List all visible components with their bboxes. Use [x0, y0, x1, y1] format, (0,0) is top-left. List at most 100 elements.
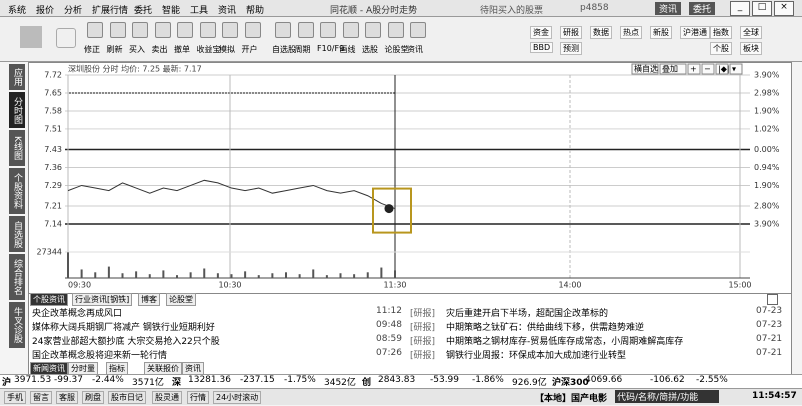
- side-tab[interactable]: K线图: [9, 130, 25, 166]
- chart-button-label[interactable]: 叠加: [662, 64, 678, 74]
- footer-link[interactable]: 客服: [56, 391, 78, 404]
- menu-bar: [0, 0, 802, 17]
- window-control[interactable]: □: [752, 1, 772, 16]
- menu-item[interactable]: 工具: [190, 6, 209, 16]
- tool-group-label[interactable]: 板块: [740, 42, 762, 55]
- index-field: 沪: [2, 378, 12, 388]
- tool-label[interactable]: 自选股: [272, 45, 296, 54]
- footer-link[interactable]: 留言: [30, 391, 52, 404]
- tool-label[interactable]: 资讯: [407, 45, 423, 54]
- chart-button-label[interactable]: |◆|: [718, 65, 730, 74]
- menu-button[interactable]: 资讯: [655, 2, 682, 15]
- side-tab[interactable]: 牛叉诊股: [9, 302, 25, 348]
- tool-label[interactable]: 修正: [84, 45, 100, 54]
- tool-group-label[interactable]: 资金: [530, 26, 552, 39]
- tool-group-label[interactable]: 个股: [710, 42, 732, 55]
- window-control[interactable]: ×: [774, 1, 794, 16]
- chart-button[interactable]: [687, 63, 701, 75]
- news-headline[interactable]: 国企改革概念股将迎来新一轮行情: [32, 351, 168, 360]
- tool-icon[interactable]: [410, 22, 426, 38]
- chart-button[interactable]: [715, 63, 729, 75]
- side-tab[interactable]: 自选股: [9, 216, 25, 252]
- tool-icon[interactable]: [177, 22, 193, 38]
- tool-label[interactable]: 开户: [241, 45, 258, 54]
- menu-item[interactable]: 帮助: [246, 6, 265, 16]
- chart-button[interactable]: [659, 63, 687, 75]
- menu-item[interactable]: 智能: [162, 6, 181, 16]
- news-tab[interactable]: 个股资讯: [30, 293, 68, 306]
- tool-label[interactable]: 卖出: [151, 45, 168, 54]
- tool-icon[interactable]: [132, 22, 148, 38]
- tool-icon[interactable]: [365, 22, 381, 38]
- side-tab[interactable]: 应用: [9, 64, 25, 90]
- footer-link[interactable]: 手机: [4, 391, 26, 404]
- side-tab[interactable]: 综合排名: [9, 254, 25, 300]
- dot-row: [138, 91, 140, 94]
- footer-link[interactable]: 行情: [187, 391, 209, 404]
- tool-label[interactable]: 买入: [129, 45, 145, 54]
- dot-row: [201, 91, 203, 94]
- tool-group-label[interactable]: 预测: [560, 42, 582, 55]
- chart-button-label[interactable]: −: [704, 65, 711, 74]
- side-tab[interactable]: 个股资料: [9, 168, 25, 214]
- search-box[interactable]: 代码/名称/简拼/功能: [615, 390, 719, 403]
- tool-icon[interactable]: [199, 22, 216, 38]
- tool-label[interactable]: 选股: [362, 45, 378, 54]
- tool-icon[interactable]: [387, 22, 404, 38]
- tool-icon[interactable]: [154, 22, 171, 38]
- tool-group-label[interactable]: 沪港通: [680, 26, 710, 39]
- chart-button[interactable]: [729, 63, 743, 75]
- tool-icon[interactable]: [342, 22, 359, 38]
- news-headline[interactable]: 央企改革概念再成风口: [32, 309, 123, 318]
- tool-icon[interactable]: [320, 22, 336, 38]
- window-control[interactable]: _: [730, 1, 750, 16]
- tool-icon[interactable]: [297, 22, 314, 38]
- news-tab[interactable]: 博客: [138, 293, 160, 306]
- tool-icon[interactable]: [87, 22, 103, 38]
- news-tab[interactable]: 论股堂: [166, 293, 196, 306]
- tool-label[interactable]: 模拟: [219, 45, 235, 54]
- tool-label[interactable]: 画线: [339, 45, 356, 54]
- chart-button-label[interactable]: ▾: [732, 65, 736, 74]
- chart-button[interactable]: [631, 63, 659, 75]
- tool-icon[interactable]: [109, 22, 126, 38]
- report-title[interactable]: 钢铁行业周报：环保成本加大成加速行业转型: [446, 351, 627, 360]
- tool-group-label[interactable]: 指数: [710, 26, 732, 39]
- report-title[interactable]: 灾后重建开启下半场，超配国企改革标的: [446, 309, 609, 318]
- tool-icon[interactable]: [244, 22, 261, 38]
- chart-button-label[interactable]: +: [690, 65, 697, 74]
- tool-icon[interactable]: [222, 22, 238, 38]
- tool-group-label[interactable]: BBD: [530, 42, 554, 53]
- footer-link[interactable]: 24小时滚动: [213, 391, 262, 404]
- news-headline[interactable]: 媒体称大阔兵期钢厂将减产 钢铁行业短期利好: [32, 323, 215, 332]
- tool-label[interactable]: 周期: [294, 45, 311, 54]
- tool-icon[interactable]: [275, 22, 291, 38]
- tool-group-label[interactable]: 新股: [650, 26, 672, 39]
- news-headline[interactable]: 24家营业部超大额抄底 大宗交易抢入22只个股: [32, 337, 220, 346]
- tool-group-label[interactable]: 研报: [560, 26, 582, 39]
- report-title[interactable]: 中期策略之钢材库存-贸易低库存成常态，小周期难解高库存: [446, 337, 684, 346]
- footer-link[interactable]: 刷盘: [82, 391, 104, 404]
- report-title[interactable]: 中期策略之钛矿石：供给曲线下移，供需趋势难逆: [446, 323, 645, 332]
- tool-group-label[interactable]: 数据: [590, 26, 612, 39]
- menu-item[interactable]: 扩展行情: [92, 6, 129, 16]
- tool-label[interactable]: 刷新: [106, 45, 123, 54]
- footer-link[interactable]: 股灵通: [152, 391, 182, 404]
- menu-item[interactable]: 报价: [36, 6, 55, 16]
- footer-link[interactable]: 股市日记: [108, 391, 146, 404]
- chart-button-label[interactable]: 横自选: [634, 64, 658, 74]
- menu-button[interactable]: 委托: [689, 2, 716, 15]
- menu-item[interactable]: 系统: [8, 6, 27, 16]
- tool-label[interactable]: 撤单: [174, 45, 190, 54]
- tool-group-label[interactable]: 全球: [740, 26, 762, 39]
- chart-button[interactable]: [701, 63, 715, 75]
- tool-label[interactable]: 收益宝: [196, 45, 221, 54]
- tool-group-label[interactable]: 热点: [620, 26, 642, 39]
- menu-item[interactable]: 资讯: [218, 6, 237, 16]
- tool-label[interactable]: F10/F9: [317, 44, 345, 53]
- side-tab[interactable]: 分时图: [9, 92, 25, 128]
- menu-item[interactable]: 分析: [64, 6, 83, 16]
- tool-label[interactable]: 论股堂: [384, 45, 409, 54]
- news-tab[interactable]: 行业资讯[钢铁]: [72, 293, 133, 306]
- menu-item[interactable]: 委托: [134, 6, 153, 16]
